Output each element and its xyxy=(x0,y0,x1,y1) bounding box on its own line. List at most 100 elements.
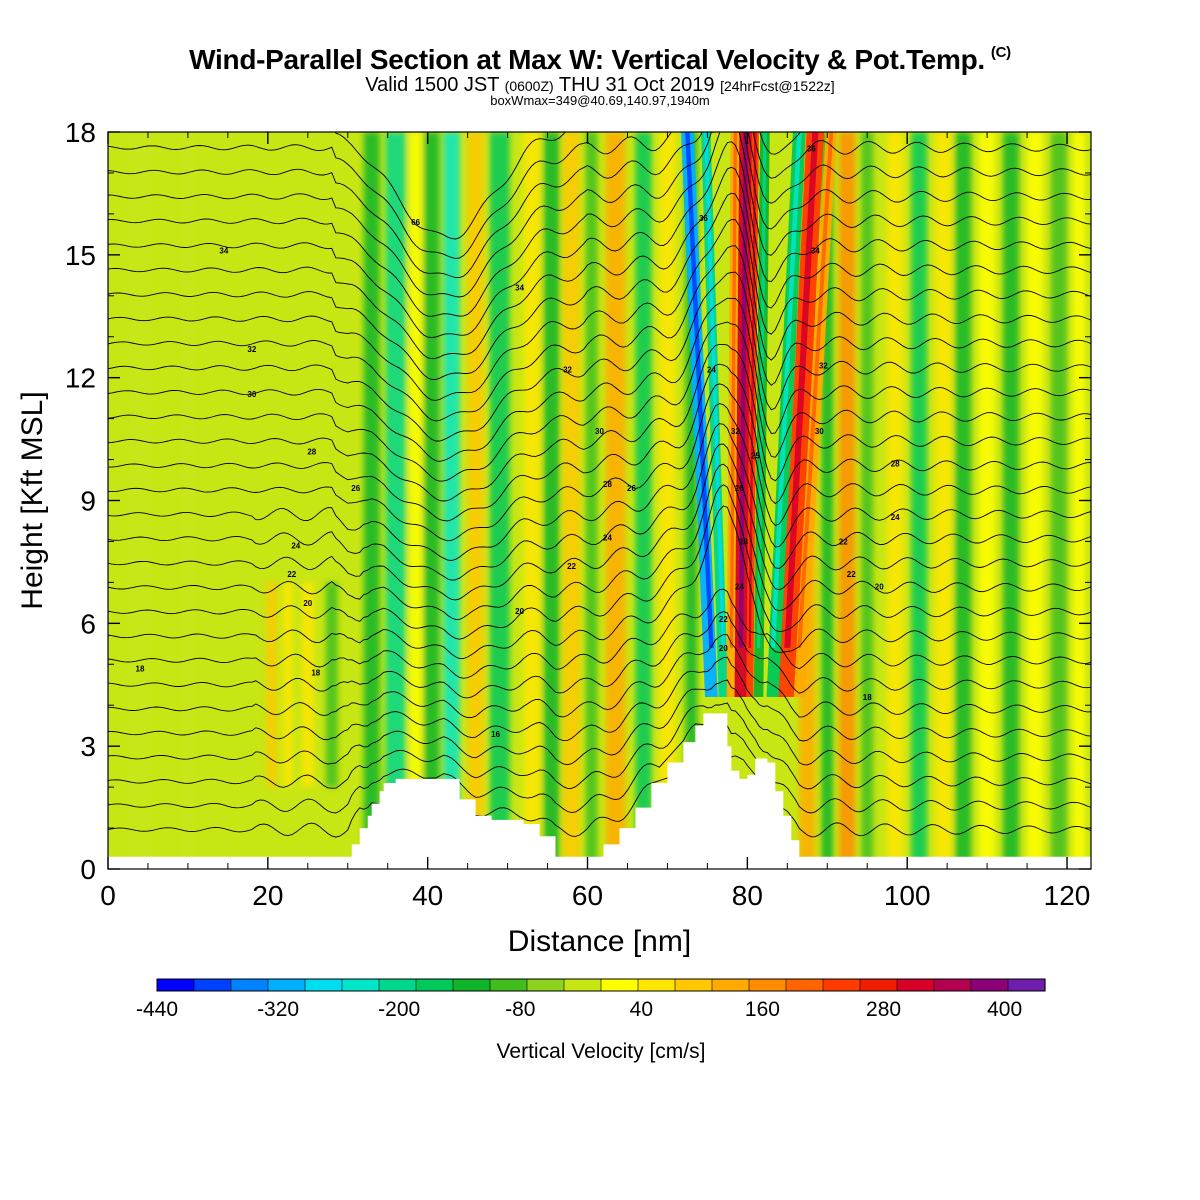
colorbar-label: Vertical Velocity [cm/s] xyxy=(497,1040,706,1063)
plot-clip-group: 34 66 32 30 28 26 24 22 20 18 18 16 20 22 24 26 28 30 32 34… xyxy=(108,132,1091,869)
colorbar-swatch xyxy=(711,978,750,992)
mountain-wave-plumes xyxy=(681,132,837,698)
chart-subtitle: Valid 1500 JST (0600Z) THU 31 Oct 2019 [… xyxy=(0,74,1200,97)
wave-plume-core xyxy=(770,132,802,648)
wave-plume-core xyxy=(704,132,726,648)
theta-contour-label: 22 xyxy=(719,615,728,624)
plot-area: 34 66 32 30 28 26 24 22 20 18 18 16 20 22 24 26 28 30 32 34… xyxy=(107,131,1092,870)
velocity-band xyxy=(467,132,484,869)
colorbar-swatch xyxy=(378,978,417,992)
theta-contour-line xyxy=(108,484,1091,640)
colorbar-tick-label: -200 xyxy=(378,998,420,1021)
velocity-band xyxy=(887,132,904,869)
colorbar-swatch xyxy=(452,978,491,992)
theta-contour-label: 24 xyxy=(891,513,900,522)
theta-contour-label: 32 xyxy=(247,345,256,354)
velocity-band xyxy=(385,132,406,869)
velocity-band xyxy=(1003,132,1020,869)
theta-contour-line xyxy=(108,755,1091,838)
theta-contour-label: 30 xyxy=(815,427,824,436)
colorbar-swatch xyxy=(822,978,861,992)
velocity-band xyxy=(1051,132,1068,869)
x-tick-label: 60 xyxy=(572,880,603,911)
theta-contour-label: 20 xyxy=(303,599,312,608)
theta-contour-label: 32 xyxy=(731,427,740,436)
theta-contour-line xyxy=(108,245,1091,422)
theta-contour-line xyxy=(108,141,1091,339)
theta-contour-line xyxy=(108,656,1091,742)
colorbar-swatch xyxy=(600,978,639,992)
velocity-band xyxy=(543,132,560,869)
velocity-band xyxy=(283,582,293,788)
theta-contour-label: 28 xyxy=(603,480,612,489)
velocity-band xyxy=(861,132,874,869)
theta-contour-line xyxy=(108,166,1091,360)
velocity-bands xyxy=(127,132,1086,869)
theta-contour-label: 16 xyxy=(491,730,500,739)
theta-contour-line xyxy=(108,132,1091,317)
theta-contour-label: 28 xyxy=(891,460,900,469)
colorbar-swatch xyxy=(193,978,232,992)
theta-contour-line xyxy=(108,219,1091,401)
theta-contour-line xyxy=(108,443,1091,601)
colorbar-swatch xyxy=(1007,978,1046,992)
theta-contour-line xyxy=(108,611,1091,699)
x-tick-label: 120 xyxy=(1044,880,1091,911)
theta-contours xyxy=(108,132,1091,838)
velocity-band xyxy=(585,132,598,869)
velocity-band xyxy=(911,132,928,869)
velocity-band xyxy=(325,582,338,788)
x-axis-label: Distance [nm] xyxy=(508,925,691,958)
velocity-band xyxy=(839,132,856,869)
theta-contour-label: 66 xyxy=(411,218,420,227)
velocity-band xyxy=(409,132,422,869)
colorbar-swatch xyxy=(674,978,713,992)
theta-contour-line xyxy=(108,343,1091,502)
theta-contour-label: 25 xyxy=(751,451,760,460)
theta-contour-label: 22 xyxy=(567,562,576,571)
wave-plume-core xyxy=(685,132,714,648)
colorbar-swatch xyxy=(304,978,343,992)
colorbar-swatch xyxy=(933,978,972,992)
forecast-info: [24hrFcst@1522z] xyxy=(720,78,835,94)
theta-contour-label: 22 xyxy=(287,570,296,579)
theta-contour-line xyxy=(108,702,1091,790)
theta-contour-line xyxy=(108,132,1091,259)
colorbar-swatch xyxy=(526,978,565,992)
valid-time: Valid 1500 JST xyxy=(365,74,500,96)
velocity-band xyxy=(301,582,314,788)
theta-contour-line xyxy=(108,634,1091,719)
valid-date: THU 31 Oct 2019 xyxy=(558,74,715,96)
colorbar: -440 -320 -200 -80 40 160 280 400 Vertical Veloc… xyxy=(136,978,1046,1063)
theta-contour-line xyxy=(108,463,1091,620)
theta-contour-line xyxy=(108,505,1091,660)
y-tick-label: 12 xyxy=(65,363,96,394)
theta-contour-line xyxy=(108,321,1091,482)
wave-plume-core xyxy=(748,132,757,648)
theta-contour-label: 18 xyxy=(136,664,145,673)
colorbar-swatch xyxy=(748,978,787,992)
utc-time: (0600Z) xyxy=(504,78,554,94)
theta-contour-label: 32 xyxy=(819,361,828,370)
theta-contour-label: 34 xyxy=(515,284,524,293)
velocity-band xyxy=(605,132,626,869)
colorbar-swatch xyxy=(896,978,935,992)
velocity-band xyxy=(1027,132,1044,869)
y-tick-label: 15 xyxy=(65,240,96,271)
y-tick-label: 18 xyxy=(65,117,96,148)
y-tick-label: 9 xyxy=(80,486,96,517)
theta-contour-label: 28 xyxy=(739,537,748,546)
velocity-band xyxy=(179,132,196,869)
theta-contour-line xyxy=(108,297,1091,462)
velocity-band xyxy=(821,132,834,869)
velocity-band xyxy=(685,132,698,869)
theta-contour-label: 20 xyxy=(515,607,524,616)
colorbar-tick-label: 400 xyxy=(987,998,1022,1021)
colorbar-swatch xyxy=(859,978,898,992)
colorbar-swatch xyxy=(785,978,824,992)
theta-contour-label: 30 xyxy=(247,390,256,399)
theta-contour-label: 20 xyxy=(719,644,728,653)
theta-contour-label: 18 xyxy=(311,668,320,677)
velocity-band xyxy=(563,132,580,869)
